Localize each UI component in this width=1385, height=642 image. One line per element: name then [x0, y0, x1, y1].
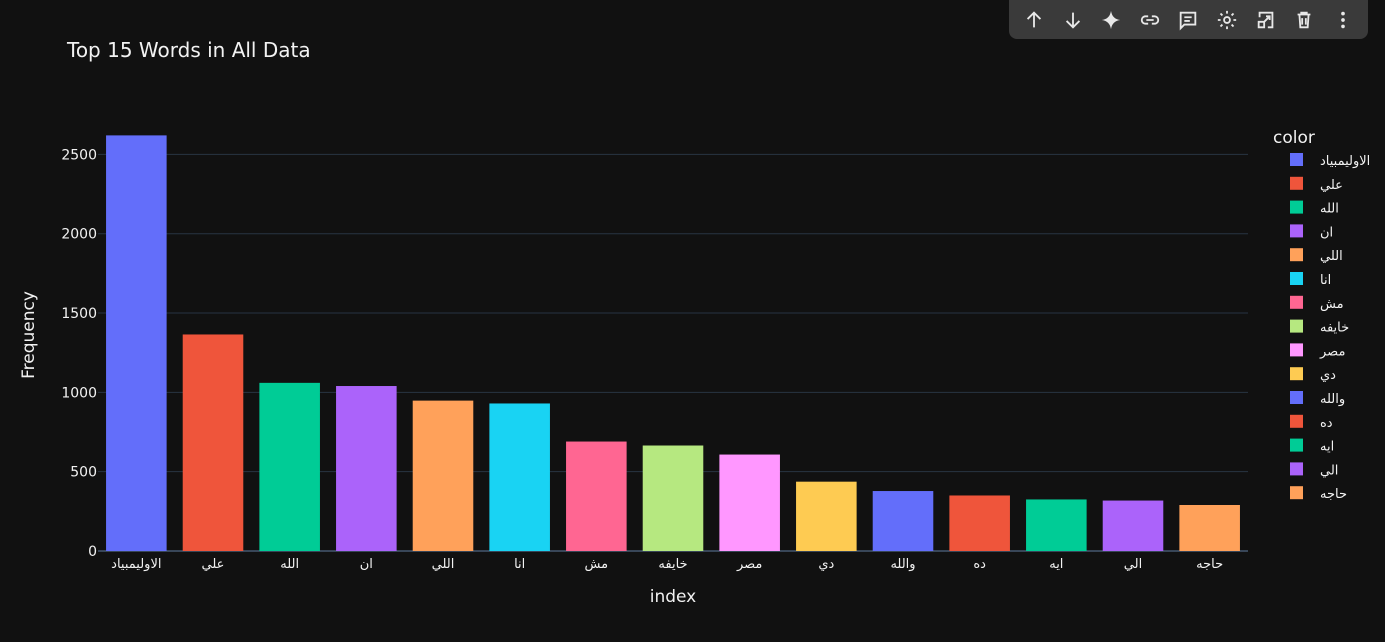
legend-label[interactable]: مصر — [1319, 344, 1345, 359]
x-tick-label: انا — [514, 557, 525, 572]
legend-swatch[interactable] — [1290, 295, 1303, 309]
bar[interactable] — [259, 382, 320, 551]
x-tick-label: حاجه — [1196, 557, 1223, 572]
legend-label[interactable]: ده — [1320, 416, 1333, 431]
cell-toolbar — [1009, 0, 1368, 39]
x-tick-label: ده — [973, 557, 986, 572]
y-tick-label: 0 — [88, 544, 97, 560]
bar[interactable] — [1102, 500, 1164, 551]
legend-label[interactable]: حاجه — [1320, 487, 1347, 502]
x-tick-label: والله — [890, 557, 915, 572]
legend-swatch[interactable] — [1290, 343, 1303, 357]
chart-title: Top 15 Words in All Data — [66, 38, 311, 62]
legend-label[interactable]: ان — [1320, 225, 1333, 240]
y-tick-label: 2000 — [61, 227, 97, 243]
link-icon — [1140, 14, 1160, 25]
y-tick-label: 500 — [70, 465, 97, 481]
legend-swatch[interactable] — [1290, 153, 1303, 166]
legend-swatch[interactable] — [1290, 391, 1303, 404]
open-tab-button[interactable] — [1252, 6, 1280, 34]
bar[interactable] — [336, 386, 397, 551]
bar[interactable] — [106, 135, 167, 552]
x-tick-label: دي — [818, 557, 834, 572]
legend-label[interactable]: الي — [1320, 463, 1338, 478]
legend-label[interactable]: علي — [1320, 178, 1343, 193]
arrow-up-icon — [1027, 10, 1042, 27]
legend-label[interactable]: اللي — [1320, 249, 1343, 264]
x-tick-label: الاوليمبياد — [111, 557, 161, 572]
bar[interactable] — [412, 400, 474, 551]
x-tick-label: خايفه — [658, 557, 687, 572]
legend-label[interactable]: الله — [1320, 202, 1339, 217]
gemini-button[interactable] — [1097, 6, 1125, 34]
more-options-button[interactable] — [1329, 6, 1357, 34]
bar[interactable] — [796, 481, 857, 551]
comment-icon — [1180, 11, 1197, 30]
y-tick-label: 1000 — [61, 385, 97, 401]
x-tick-label: الي — [1124, 557, 1142, 572]
legend-label[interactable]: ايه — [1320, 440, 1334, 455]
bar[interactable] — [182, 334, 244, 551]
bar[interactable] — [1179, 504, 1240, 551]
x-tick-label: ان — [360, 557, 373, 572]
x-tick-label: ايه — [1049, 557, 1063, 572]
y-tick-label: 1500 — [61, 306, 97, 322]
open-external-icon — [1257, 11, 1273, 28]
legend-swatch[interactable] — [1290, 367, 1303, 381]
x-tick-label: الله — [280, 557, 299, 572]
settings-icon — [1217, 10, 1237, 29]
legend-swatch[interactable] — [1290, 272, 1303, 285]
y-axis-ticks: 0 500 1000 1500 2000 2500 — [61, 147, 97, 560]
legend-swatch[interactable] — [1290, 462, 1303, 476]
legend-label[interactable]: انا — [1320, 273, 1331, 288]
legend-label[interactable]: دي — [1320, 368, 1336, 383]
legend-title: color — [1273, 128, 1315, 148]
legend-swatch[interactable] — [1290, 486, 1303, 500]
x-tick-label: مش — [585, 557, 609, 572]
x-axis-label: index — [650, 587, 697, 607]
legend-swatch[interactable] — [1290, 414, 1303, 428]
link-button[interactable] — [1136, 6, 1164, 34]
legend-swatch[interactable] — [1290, 438, 1303, 452]
delete-button[interactable] — [1290, 6, 1318, 34]
x-axis-ticks: الاوليمبياد علي الله ان اللي انا مش خايفه مصر دي و… — [111, 557, 1223, 572]
legend-label[interactable]: والله — [1320, 392, 1345, 407]
bars — [106, 135, 1240, 552]
legend-swatch[interactable] — [1290, 200, 1303, 214]
bar[interactable] — [1026, 499, 1087, 551]
more-vert-icon — [1340, 11, 1345, 28]
legend-swatch[interactable] — [1290, 248, 1303, 262]
sparkle-icon — [1102, 10, 1121, 29]
bar[interactable] — [872, 491, 934, 551]
bar[interactable] — [642, 445, 704, 551]
comment-button[interactable] — [1174, 6, 1202, 34]
y-axis-label: Frequency — [19, 291, 39, 379]
bar[interactable] — [719, 454, 780, 551]
y-tick-label: 2500 — [61, 147, 97, 163]
arrow-down-icon — [1065, 12, 1080, 29]
move-up-button[interactable] — [1020, 6, 1048, 34]
legend-label[interactable]: الاوليمبياد — [1320, 154, 1370, 169]
bar[interactable] — [949, 495, 1010, 551]
x-tick-label: مصر — [736, 557, 762, 572]
trash-icon — [1297, 11, 1311, 28]
legend-swatch[interactable] — [1290, 176, 1303, 190]
legend-label[interactable]: مش — [1320, 297, 1344, 312]
legend-label[interactable]: خايفه — [1320, 321, 1349, 336]
bar[interactable] — [566, 441, 627, 551]
settings-button[interactable] — [1213, 6, 1241, 34]
bar[interactable] — [489, 403, 550, 551]
x-tick-label: علي — [202, 557, 225, 572]
move-down-button[interactable] — [1059, 6, 1087, 34]
legend-swatch[interactable] — [1290, 319, 1303, 333]
x-tick-label: اللي — [432, 557, 455, 572]
legend: color الاوليمبياد علي الله ان اللي انا مش خايفه… — [1273, 128, 1370, 502]
legend-swatch[interactable] — [1290, 224, 1303, 238]
